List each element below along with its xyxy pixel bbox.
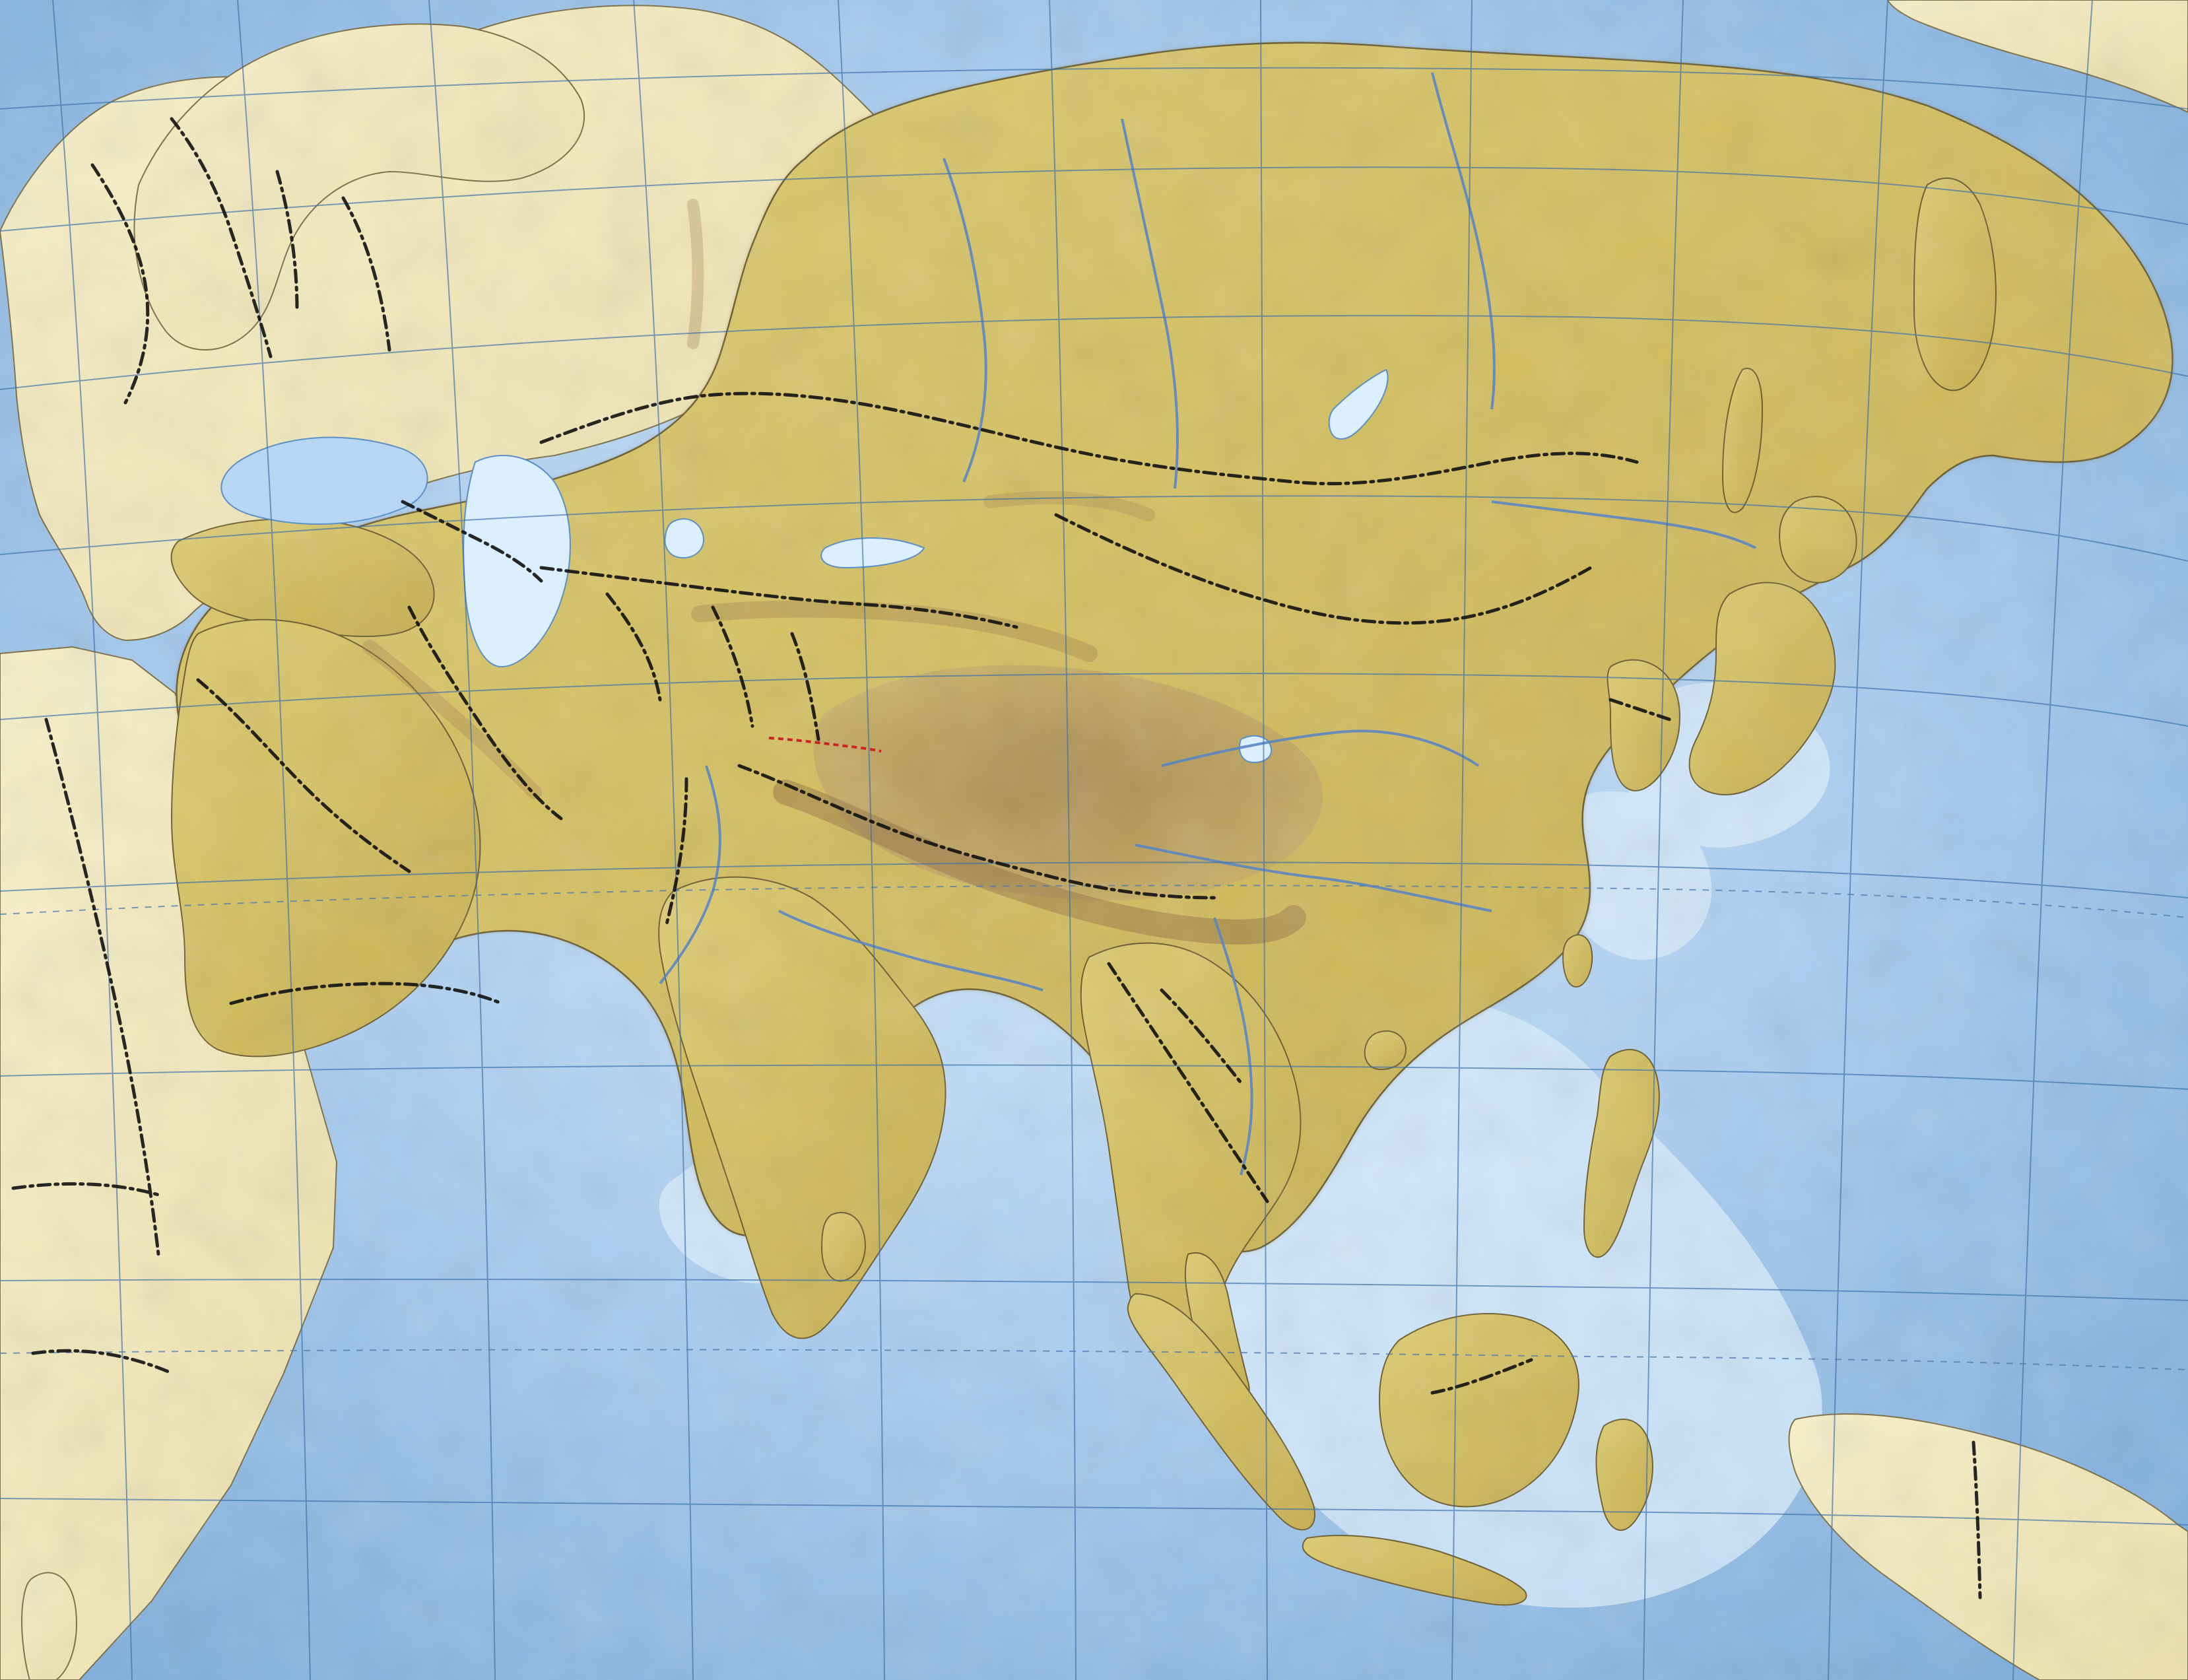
graticule-meridian-11 xyxy=(2012,0,2093,1680)
border-europe xyxy=(90,117,391,405)
ob-river xyxy=(943,158,987,483)
border-arabia xyxy=(196,678,504,1005)
amur-river xyxy=(1491,500,1756,549)
graticule-parallel-7 xyxy=(0,1064,2188,1090)
graticule-parallel-8 xyxy=(0,1279,2188,1301)
qinghai-lake xyxy=(1239,735,1273,764)
border-mongolia-china xyxy=(1054,513,1593,625)
graticule-meridian-2 xyxy=(237,0,311,1680)
graticule-parallel-3 xyxy=(0,315,2188,390)
disputed-line xyxy=(768,737,882,753)
graticule-meridian-6 xyxy=(1049,0,1077,1680)
special-parallels xyxy=(0,885,2188,1370)
aral-sea xyxy=(664,518,704,559)
ganges-river xyxy=(778,910,1044,991)
border-kazakhstan-south xyxy=(539,566,1018,629)
graticule-meridian-10 xyxy=(1828,0,1888,1680)
yellow-river xyxy=(1161,729,1480,767)
border-southeast-asia xyxy=(1107,962,1269,1203)
graticule-meridian-9 xyxy=(1643,0,1684,1680)
rivers xyxy=(659,72,1756,1176)
graticule-parallel-1 xyxy=(0,67,2188,110)
border-new-guinea xyxy=(1972,1440,1982,1599)
graticule-meridian-1 xyxy=(52,0,133,1680)
graticule-meridian-4 xyxy=(633,0,694,1680)
yangtze-river xyxy=(1135,844,1492,912)
yenisei-river xyxy=(1121,118,1179,489)
border-korea xyxy=(1608,698,1672,722)
lena-river xyxy=(1431,72,1496,410)
black-sea xyxy=(220,436,428,525)
graticule-parallel-5 xyxy=(0,673,2188,727)
graticule-meridian-3 xyxy=(428,0,496,1680)
border-central-asia xyxy=(605,592,820,741)
border-russia-south xyxy=(539,391,1639,486)
border-iran-iraq xyxy=(407,605,563,821)
border-africa-east xyxy=(11,718,174,1375)
border-pakistan-india xyxy=(665,777,688,926)
mekong-river xyxy=(1213,917,1253,1176)
graticule-parallel-6 xyxy=(0,861,2188,898)
graticule-parallel-2 xyxy=(0,166,2188,232)
lake-baikal xyxy=(1328,368,1389,440)
indus-river xyxy=(659,765,721,985)
border-india-china xyxy=(737,764,1216,900)
graticule-meridian-5 xyxy=(838,0,885,1680)
political-borders xyxy=(11,117,1982,1599)
border-borneo xyxy=(1430,1358,1533,1395)
graticule-parallel-4 xyxy=(0,495,2188,562)
tropic-line xyxy=(0,885,2188,918)
border-caucasus xyxy=(401,500,543,583)
lake-balkhash xyxy=(820,537,925,569)
